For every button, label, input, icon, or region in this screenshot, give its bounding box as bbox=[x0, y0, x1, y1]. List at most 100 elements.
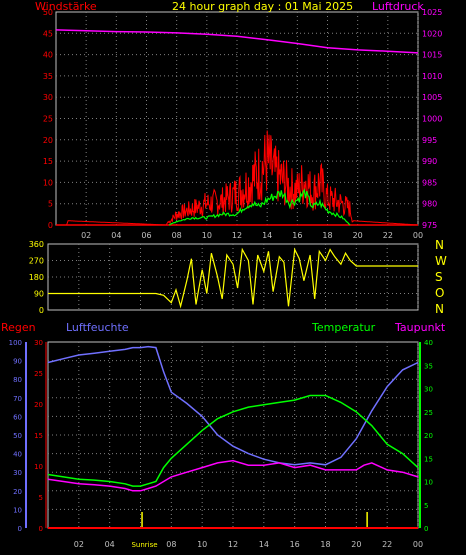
pressure-series bbox=[55, 29, 419, 54]
y-tick-label-humidity: 100 bbox=[9, 339, 22, 347]
x-tick-label: 20 bbox=[351, 540, 361, 549]
compass-label-n1: N bbox=[435, 238, 444, 252]
y-tick-label-humidity: 0 bbox=[18, 525, 22, 533]
y-tick-label-wind: 50 bbox=[43, 8, 53, 17]
chart-title: 24 hour graph day : 01 Mai 2025 bbox=[172, 0, 354, 13]
x-tick-label: 06 bbox=[141, 231, 151, 240]
dewpoint-series bbox=[47, 459, 419, 492]
y-tick-label-wind: 20 bbox=[43, 136, 53, 145]
y-tick-label-wind: 15 bbox=[43, 157, 53, 166]
x-tick-label: 02 bbox=[81, 231, 91, 240]
y-tick-label-wind: 40 bbox=[43, 51, 53, 60]
temperatur-label: Temperatur bbox=[312, 321, 376, 334]
wind-direction-series bbox=[48, 247, 418, 309]
y-tick-label-humidity: 30 bbox=[13, 469, 22, 477]
y-tick-label-wind: 45 bbox=[43, 29, 53, 38]
x-tick-label: 18 bbox=[322, 231, 332, 240]
y-tick-label-pressure: 1000 bbox=[422, 115, 442, 124]
y-tick-label-humidity: 20 bbox=[13, 488, 22, 496]
x-tick-label: 22 bbox=[382, 540, 392, 549]
y-tick-label-pressure: 985 bbox=[422, 178, 437, 187]
y-tick-label-direction: 90 bbox=[34, 290, 44, 299]
temperature-series bbox=[47, 394, 419, 487]
x-tick-label: 08 bbox=[166, 540, 176, 549]
y-tick-label-rain: 5 bbox=[39, 494, 43, 502]
x-tick-label: 18 bbox=[320, 540, 330, 549]
windstaerke-label: Windstärke bbox=[35, 0, 97, 13]
y-tick-label-pressure: 1015 bbox=[422, 51, 442, 60]
compass-label-o: O bbox=[435, 286, 445, 300]
x-tick-label: 14 bbox=[259, 540, 269, 549]
y-tick-label-direction: 360 bbox=[29, 240, 44, 249]
x-tick-label: 12 bbox=[232, 231, 242, 240]
y-tick-label-direction: 270 bbox=[29, 257, 44, 266]
x-tick-label: 10 bbox=[197, 540, 207, 549]
y-tick-label-temperature: 5 bbox=[424, 502, 428, 510]
y-tick-label-rain: 0 bbox=[39, 525, 43, 533]
y-tick-label-temperature: 35 bbox=[424, 362, 433, 370]
x-tick-label: 12 bbox=[228, 540, 238, 549]
x-tick-label: 00 bbox=[413, 231, 423, 240]
x-tick-label: 22 bbox=[383, 231, 393, 240]
y-tick-label-pressure: 975 bbox=[422, 221, 437, 230]
y-tick-label-wind: 5 bbox=[48, 200, 53, 209]
x-tick-label: 20 bbox=[353, 231, 363, 240]
taupunkt-label: Taupunkt bbox=[395, 321, 446, 334]
y-tick-label-pressure: 1005 bbox=[422, 93, 442, 102]
regen-label: Regen bbox=[1, 321, 36, 334]
compass-label-s: S bbox=[435, 270, 443, 284]
x-tick-label: 02 bbox=[74, 540, 84, 549]
wind-direction-panel: 0 90 180 270 360 bbox=[29, 240, 419, 315]
y-tick-label-rain: 25 bbox=[34, 370, 43, 378]
x-tick-label: 00 bbox=[413, 540, 423, 549]
y-tick-label-humidity: 80 bbox=[13, 376, 22, 384]
y-tick-label-pressure: 980 bbox=[422, 200, 437, 209]
y-tick-label-temperature: 40 bbox=[424, 339, 433, 347]
x-tick-label: 08 bbox=[172, 231, 182, 240]
luftdruck-label: Luftdruck bbox=[372, 0, 424, 13]
x-tick-label: 14 bbox=[262, 231, 272, 240]
y-tick-label-pressure: 995 bbox=[422, 136, 437, 145]
wind-pressure-panel: 0510152025303540455097598098599099510001… bbox=[43, 8, 443, 240]
y-tick-label-wind: 35 bbox=[43, 72, 53, 81]
compass-label-w: W bbox=[435, 254, 447, 268]
y-tick-label-direction: 180 bbox=[29, 273, 44, 282]
y-tick-label-temperature: 10 bbox=[424, 479, 433, 487]
y-tick-label-humidity: 50 bbox=[13, 432, 22, 440]
y-tick-label-rain: 30 bbox=[34, 339, 43, 347]
y-tick-label-pressure: 1010 bbox=[422, 72, 442, 81]
x-tick-label: 04 bbox=[111, 231, 121, 240]
y-tick-label-temperature: 30 bbox=[424, 386, 433, 394]
y-tick-label-humidity: 70 bbox=[13, 395, 22, 403]
y-tick-label-temperature: 25 bbox=[424, 409, 433, 417]
y-tick-label-pressure: 1020 bbox=[422, 29, 442, 38]
y-tick-label-humidity: 90 bbox=[13, 358, 22, 366]
y-tick-label-wind: 25 bbox=[43, 115, 53, 124]
humidity-temperature-panel: 0102030405060708090100051015202530051015… bbox=[9, 339, 433, 549]
y-tick-label-wind: 10 bbox=[43, 178, 53, 187]
humidity-series bbox=[47, 345, 419, 466]
y-tick-label-rain: 20 bbox=[34, 401, 43, 409]
compass-label-n2: N bbox=[435, 302, 444, 316]
x-tick-label: 16 bbox=[292, 231, 302, 240]
y-tick-label-humidity: 10 bbox=[13, 506, 22, 514]
y-tick-label-temperature: 20 bbox=[424, 432, 433, 440]
y-tick-label-rain: 15 bbox=[34, 432, 43, 440]
y-tick-label-temperature: 15 bbox=[424, 455, 433, 463]
y-tick-label-rain: 10 bbox=[34, 463, 43, 471]
y-tick-label-pressure: 990 bbox=[422, 157, 437, 166]
y-tick-label-wind: 30 bbox=[43, 93, 53, 102]
y-tick-label-pressure: 1025 bbox=[422, 8, 442, 17]
luftfeuchte-label: Luftfeuchte bbox=[66, 321, 129, 334]
y-tick-label-direction: 0 bbox=[39, 306, 44, 315]
y-tick-label-wind: 0 bbox=[48, 221, 53, 230]
y-tick-label-humidity: 60 bbox=[13, 413, 22, 421]
x-tick-label: 04 bbox=[105, 540, 115, 549]
wind-series bbox=[56, 130, 418, 226]
y-tick-label-humidity: 40 bbox=[13, 451, 22, 459]
y-tick-label-temperature: 0 bbox=[424, 525, 428, 533]
gust-series bbox=[168, 188, 351, 226]
x-tick-label: 16 bbox=[290, 540, 300, 549]
sunrise-label: Sunrise bbox=[131, 541, 157, 549]
